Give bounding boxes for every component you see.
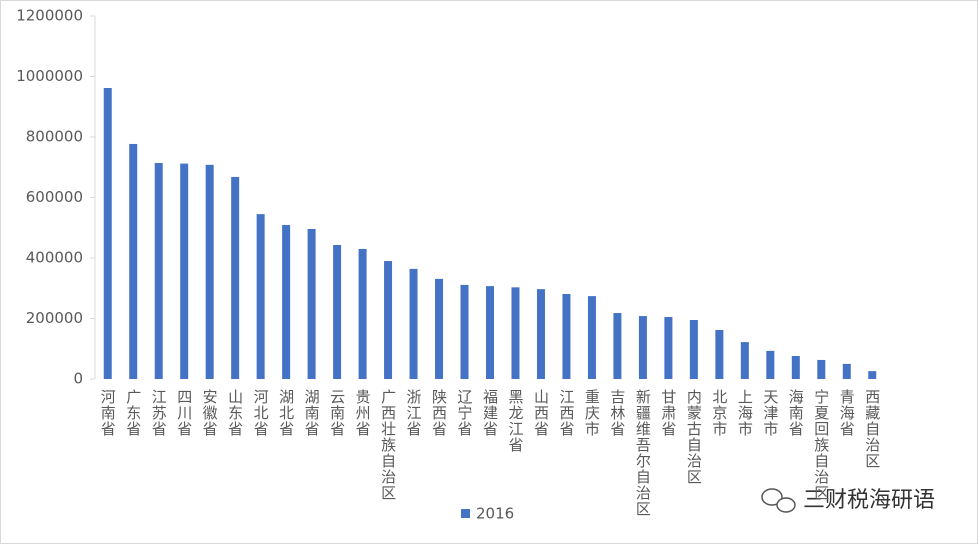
- x-tick-label: 江苏省: [150, 389, 168, 437]
- x-tick-label: 湖北省: [277, 389, 295, 437]
- legend-swatch: [461, 509, 470, 518]
- bar: [103, 87, 112, 380]
- bar: [562, 293, 571, 379]
- bar: [715, 329, 724, 379]
- x-tick-label: 山西省: [532, 389, 550, 437]
- x-tick-label: 四川省: [175, 389, 193, 437]
- bar: [129, 143, 138, 379]
- x-tick-label: 福建省: [481, 389, 499, 437]
- y-tick-label: 800000: [26, 128, 83, 146]
- x-tick-label: 吉林省: [608, 389, 626, 437]
- y-tick-label: 1200000: [16, 7, 83, 25]
- x-tick-label: 宁夏回族自治区: [812, 389, 830, 501]
- bar: [638, 316, 647, 379]
- bar: [791, 356, 800, 379]
- y-tick-label: 600000: [26, 188, 83, 206]
- bar: [868, 371, 877, 379]
- x-tick-label: 广西壮族自治区: [379, 389, 397, 501]
- bar: [205, 164, 214, 379]
- bar: [333, 244, 342, 379]
- x-tick-label: 广东省: [124, 389, 142, 437]
- bar: [766, 350, 775, 379]
- x-tick-label: 海南省: [787, 389, 805, 437]
- bar: [282, 225, 291, 379]
- y-tick-label: 0: [73, 370, 83, 388]
- x-tick-label: 天津市: [761, 389, 779, 437]
- x-tick-label: 湖南省: [303, 389, 321, 437]
- bar: [256, 214, 265, 379]
- bar: [486, 286, 494, 379]
- y-tick-label: 400000: [26, 249, 83, 267]
- x-tick-label: 内蒙古自治区: [685, 389, 703, 485]
- bar: [536, 289, 545, 379]
- watermark: 三财税海研语: [761, 488, 935, 513]
- bar: [307, 228, 316, 379]
- bar: [842, 363, 851, 379]
- x-tick-label: 西藏自治区: [863, 389, 881, 469]
- x-tick-label: 陕西省: [430, 389, 448, 437]
- bar: [613, 313, 622, 379]
- x-tick-label: 青海省: [838, 389, 856, 437]
- bar: [180, 163, 189, 379]
- bar: [511, 287, 520, 379]
- x-tick-label: 山东省: [226, 389, 244, 437]
- x-tick-label: 江西省: [557, 389, 575, 437]
- y-tick-label: 1000000: [16, 67, 83, 85]
- x-tick-label: 重庆市: [583, 389, 601, 437]
- x-tick-label: 安徽省: [201, 389, 219, 437]
- x-tick-label: 河北省: [252, 389, 270, 437]
- bar: [384, 261, 393, 379]
- legend-label: 2016: [476, 505, 514, 523]
- bar: [689, 320, 698, 379]
- bar: [740, 342, 749, 379]
- bar: [460, 284, 469, 379]
- bar: [587, 296, 596, 379]
- bar: [817, 359, 826, 379]
- x-tick-label: 甘肃省: [659, 389, 677, 437]
- bar: [664, 316, 673, 379]
- x-tick-label: 云南省: [328, 389, 346, 437]
- watermark-text: 三财税海研语: [803, 488, 935, 513]
- x-tick-label: 黑龙江省: [506, 389, 524, 453]
- x-tick-label: 北京市: [710, 389, 728, 437]
- bar: [231, 176, 240, 379]
- bar: [358, 248, 367, 379]
- bar: [409, 268, 418, 379]
- watermark-icon: [761, 488, 783, 506]
- bar: [435, 278, 444, 379]
- y-tick-label: 200000: [26, 309, 83, 327]
- x-tick-label: 贵州省: [354, 389, 372, 437]
- x-tick-label: 辽宁省: [456, 389, 474, 437]
- x-tick-label: 浙江省: [405, 389, 423, 437]
- x-tick-label: 新疆维吾尔自治区: [634, 389, 652, 517]
- watermark-icon: [776, 497, 796, 513]
- x-tick-label: 河南省: [99, 389, 117, 437]
- x-tick-label: 上海市: [736, 389, 754, 437]
- bar: [154, 163, 163, 379]
